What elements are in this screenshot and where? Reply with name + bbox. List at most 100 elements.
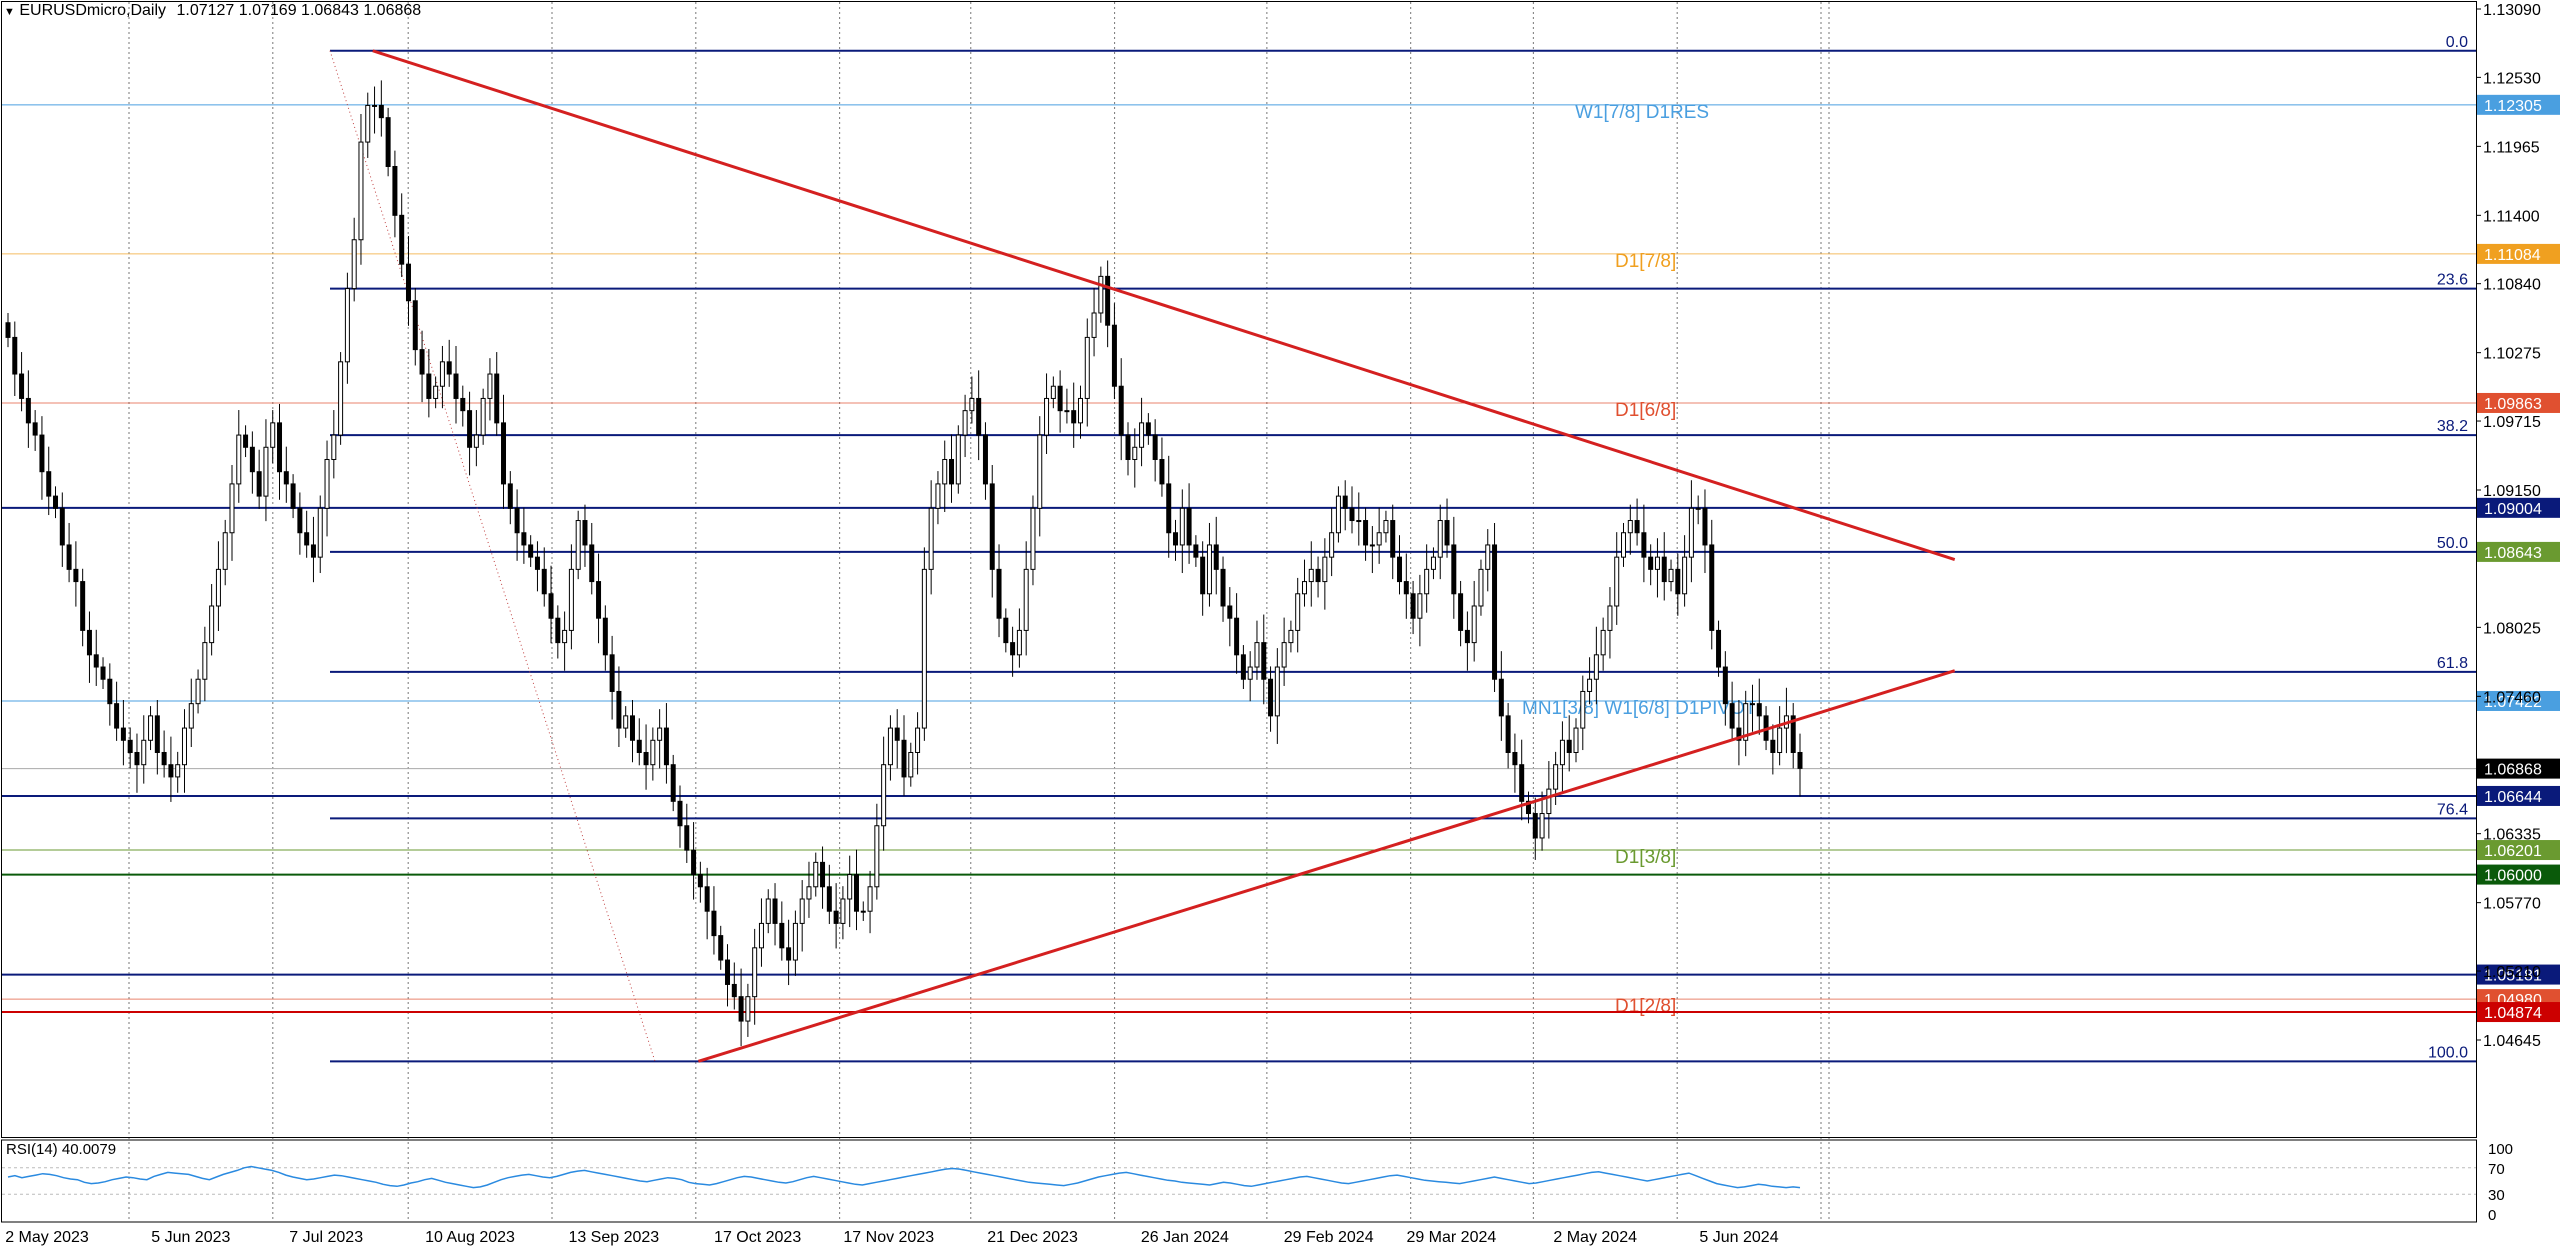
candle-bull [1559,739,1565,766]
candle-bear [1213,544,1219,570]
candle-bull [887,727,893,766]
price-tick-label: 1.11965 [2483,139,2540,156]
candle-bull [1376,532,1382,546]
candle-bear [1003,617,1009,644]
candle-bull [1573,727,1579,753]
level-label: D1[2/8] [1615,996,1676,1017]
candle-bear [1722,666,1728,705]
fib-level-label: 23.6 [2437,272,2468,289]
candle-bear [1709,544,1715,631]
candle-bear [277,422,283,473]
candle-bull [792,922,798,961]
candle-bull [1600,629,1606,656]
candle-bear [1105,275,1111,326]
candle-bull [955,434,961,485]
candle-bear [1057,385,1063,412]
candle-bull [806,886,812,900]
collapse-triangle-icon[interactable]: ▼ [4,6,15,18]
date-tick-label: 2 May 2023 [5,1229,89,1246]
candle-bear [976,397,982,436]
candle-bear [996,568,1002,619]
candle-bull [372,104,378,107]
price-tag-text: 1.06644 [2484,789,2542,806]
candle-bull [847,874,853,900]
candle-bear [249,446,255,473]
candle-bear [412,300,418,351]
candle-bear [1349,507,1355,522]
candle-bear [833,910,839,924]
price-tag-text: 1.09863 [2484,396,2542,413]
candle-bear [25,397,31,424]
candle-bull [1308,568,1314,583]
candle-bull [181,727,187,766]
candle-bear [426,373,432,399]
candle-bull [229,483,235,534]
price-tick-label: 1.09715 [2483,414,2541,431]
candle-bull [881,764,887,827]
price-tick-label: 1.08025 [2483,620,2541,637]
candle-bull [1132,446,1138,460]
candle-bull [623,715,629,729]
candle-bear [134,751,140,766]
candle-bear [1648,556,1654,570]
price-tag-text: 1.07422 [2484,694,2542,711]
candle-bull [1668,568,1674,583]
rsi-axis-label: 30 [2488,1187,2505,1204]
candle-bear [1234,617,1240,656]
candle-bull [860,910,866,913]
candle-bull [1383,520,1389,534]
current-price-text: 1.06868 [2484,762,2542,779]
candle-bull [222,532,228,570]
candle-bear [589,544,595,583]
candle-bear [1498,678,1504,717]
candle-bear [12,336,18,375]
price-tag [2477,497,2560,518]
candle-bear [1315,568,1321,583]
rsi-frame [1,1139,2477,1223]
trendline [372,49,1956,562]
candle-bear [467,410,473,448]
candle-bear [243,434,249,448]
candle-bull [1417,593,1423,619]
price-tick-label: 1.10840 [2483,277,2541,294]
candle-bear [154,715,160,753]
candle-bear [555,617,561,644]
candle-bear [731,983,737,998]
rsi-axis-label: 70 [2488,1161,2505,1178]
candle-bear [419,349,425,375]
level-label: W1[7/8] D1RES [1575,102,1709,123]
candle-bear [772,898,778,924]
candle-bull [1777,727,1783,753]
candle-bull [338,361,344,436]
level-label: D1[3/8] [1615,847,1676,868]
candle-bull [1139,422,1145,448]
price-tag [2477,1002,2560,1023]
candle-bear [1227,605,1233,619]
candle-bear [1464,629,1470,644]
candle-bear [1166,483,1172,534]
candle-bull [365,104,371,143]
candle-bear [1634,520,1640,534]
candle-bear [385,117,391,167]
candle-bear [1661,556,1667,583]
candle-bear [1770,739,1776,753]
candle-bear [629,715,635,741]
candle-bear [494,373,500,424]
candle-bear [32,422,38,436]
symbol-label: EURUSDmicro,Daily [19,2,167,19]
candle-bear [1675,568,1681,595]
candle-bear [392,165,398,216]
chart-header: ▼ EURUSDmicro,Daily 1.07127 1.07169 1.06… [4,2,421,20]
level-label: D1[6/8] [1615,400,1676,421]
date-tick-label: 29 Feb 2024 [1284,1229,1374,1246]
candle-bull [1587,678,1593,692]
candle-bull [439,361,445,387]
fib-diagonal [329,50,656,1062]
candle-bear [460,397,466,412]
candle-bull [942,458,948,485]
candle-bull [433,385,439,399]
candle-bear [161,751,167,766]
candle-bear [1342,495,1348,509]
candle-bear [1566,739,1572,753]
